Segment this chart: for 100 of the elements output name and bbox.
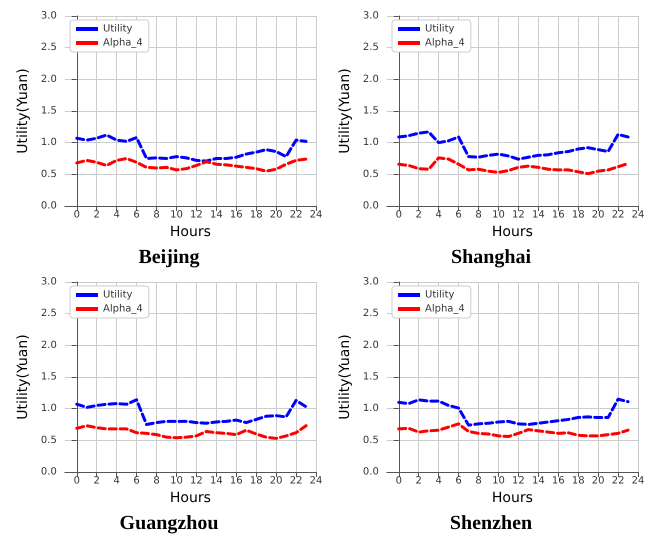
line-series: [397, 130, 630, 161]
text: Guangzhou: [120, 512, 218, 534]
x-tick-label: 4: [435, 476, 442, 486]
x-tick-label: 0: [396, 210, 402, 220]
line-series: [75, 398, 308, 426]
y-tick-label: 2.0: [362, 340, 379, 351]
x-tick-label: 16: [552, 210, 565, 220]
x-tick-label: 24: [632, 476, 644, 486]
text: Beijing: [138, 246, 200, 268]
y-tick-label: 3.0: [40, 276, 57, 288]
y-tick-label: 0.5: [40, 168, 57, 180]
y-axis-title: Utility(Yuan): [15, 334, 31, 420]
x-tick-label: 8: [475, 210, 482, 220]
x-tick-label: 8: [153, 210, 160, 220]
x-tick-label: 20: [592, 476, 604, 486]
x-axis-title: Hours: [492, 490, 533, 506]
x-tick-label: 14: [210, 210, 223, 220]
x-tick-label: 10: [170, 210, 183, 220]
line-series: [75, 134, 308, 163]
x-tick-label: 14: [532, 476, 545, 486]
y-tick-label: 1.5: [362, 372, 379, 382]
x-tick-label: 0: [396, 476, 402, 486]
x-tick-label: 2: [416, 476, 422, 486]
x-tick-label: 12: [512, 476, 525, 486]
y-tick-label: 2.5: [362, 42, 379, 54]
y-tick-label: 0.0: [362, 466, 379, 478]
y-tick-label: 0.0: [40, 466, 57, 478]
legend-label: Utility: [103, 290, 132, 300]
y-tick-label: 2.0: [40, 340, 57, 351]
x-tick-label: 0: [74, 210, 80, 220]
x-tick-label: 2: [94, 210, 100, 220]
x-tick-label: 22: [612, 210, 624, 220]
y-tick-label: 2.5: [40, 308, 57, 320]
x-tick-label: 2: [416, 210, 422, 220]
y-tick-label: 0.0: [362, 200, 379, 212]
y-tick-label: 3.0: [362, 276, 379, 288]
y-tick-label: 0.5: [362, 168, 379, 180]
x-tick-label: 20: [270, 476, 282, 486]
x-tick-label: 20: [270, 210, 282, 220]
legend-label: Utility: [425, 24, 454, 34]
x-tick-label: 22: [290, 476, 302, 486]
y-tick-label: 1.5: [40, 106, 57, 116]
x-tick-label: 12: [512, 210, 525, 220]
y-tick-label: 0.5: [40, 434, 57, 446]
x-axis-title: Hours: [170, 224, 211, 240]
y-tick-label: 1.0: [40, 137, 57, 148]
legend-label: Alpha_4: [425, 304, 465, 314]
x-tick-label: 10: [492, 476, 505, 486]
legend-label: Utility: [425, 290, 454, 300]
x-tick-label: 24: [632, 210, 644, 220]
y-tick-label: 0.0: [40, 200, 57, 212]
y-tick-label: 3.0: [362, 10, 379, 22]
x-tick-label: 18: [572, 210, 585, 220]
y-tick-label: 3.0: [40, 10, 57, 22]
text: Shenzhen: [450, 512, 532, 534]
line-series: [75, 424, 308, 440]
text: Shanghai: [450, 246, 532, 268]
line-series: [397, 422, 630, 438]
x-tick-label: 22: [290, 210, 302, 220]
x-tick-label: 4: [113, 476, 120, 486]
x-tick-label: 12: [190, 476, 203, 486]
line-series: [397, 398, 630, 427]
x-tick-label: 12: [190, 210, 203, 220]
x-tick-label: 6: [133, 476, 140, 486]
x-tick-label: 8: [153, 476, 160, 486]
x-tick-label: 24: [310, 476, 322, 486]
x-tick-label: 18: [250, 476, 263, 486]
line-series: [75, 157, 308, 173]
x-axis-title: Hours: [170, 490, 211, 506]
x-tick-label: 24: [310, 210, 322, 220]
x-tick-label: 0: [74, 476, 80, 486]
legend-label: Utility: [103, 24, 132, 34]
y-axis-title: Utility(Yuan): [337, 334, 353, 420]
x-tick-label: 16: [230, 210, 243, 220]
x-tick-label: 6: [133, 210, 140, 220]
x-axis-title: Hours: [492, 224, 533, 240]
x-tick-label: 14: [532, 210, 545, 220]
x-tick-label: 10: [492, 210, 505, 220]
x-tick-label: 22: [612, 476, 624, 486]
y-axis-title: Utility(Yuan): [337, 68, 353, 154]
x-tick-label: 4: [435, 210, 442, 220]
y-tick-label: 1.5: [362, 106, 379, 116]
x-tick-label: 10: [170, 476, 183, 486]
x-tick-label: 20: [592, 210, 604, 220]
y-tick-label: 2.5: [40, 42, 57, 54]
line-series: [397, 156, 630, 176]
y-tick-label: 1.0: [40, 403, 57, 414]
x-tick-label: 6: [455, 476, 462, 486]
y-tick-label: 1.0: [362, 137, 379, 148]
y-tick-label: 1.0: [362, 403, 379, 414]
x-tick-label: 18: [572, 476, 585, 486]
y-tick-label: 2.0: [362, 74, 379, 85]
x-tick-label: 2: [94, 476, 100, 486]
x-tick-label: 4: [113, 210, 120, 220]
legend-label: Alpha_4: [103, 304, 143, 314]
x-tick-label: 8: [475, 476, 482, 486]
y-tick-label: 1.5: [40, 372, 57, 382]
y-tick-label: 2.5: [362, 308, 379, 320]
y-tick-label: 0.5: [362, 434, 379, 446]
legend-label: Alpha_4: [425, 38, 465, 48]
